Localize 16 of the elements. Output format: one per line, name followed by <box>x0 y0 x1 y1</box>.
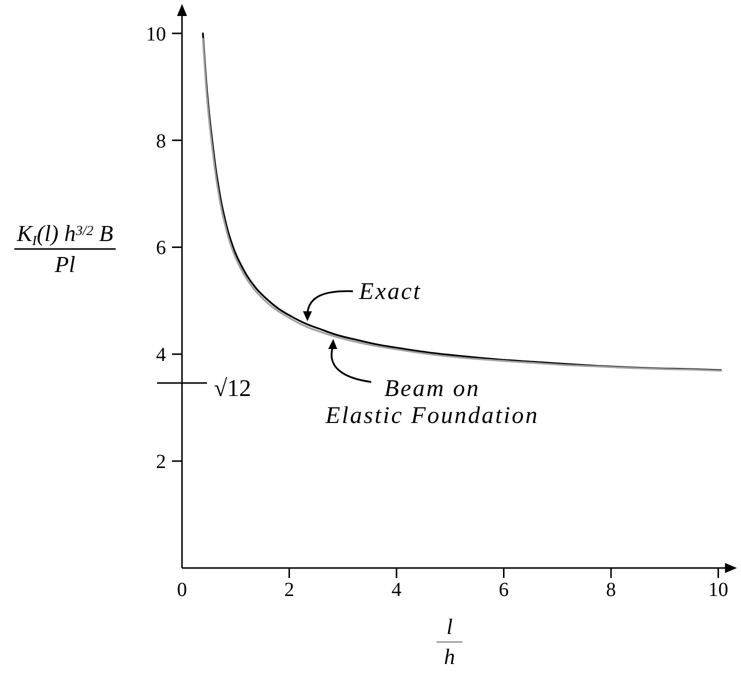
y-tick-label: 6 <box>156 237 166 260</box>
x-tick-label: 10 <box>708 579 728 601</box>
x-axis-title: l h <box>444 614 455 669</box>
x-tick-label: 0 <box>177 579 187 601</box>
legend-label: Exact <box>358 279 422 306</box>
x-tick-label: 8 <box>606 579 616 601</box>
y-tick-label: 10 <box>146 23 166 46</box>
x-tick-label: 6 <box>498 579 509 601</box>
y-tick-label: 4 <box>156 344 166 366</box>
y-tick-label: 8 <box>156 130 166 152</box>
ref-line-label: √12 <box>214 376 252 402</box>
series-label: Beam on Elastic Foundation <box>324 376 539 429</box>
x-tick-label: 4 <box>392 579 402 601</box>
y-axis-title: K$_{I}$(l) h$^{3/2}$ B Pl <box>16 221 114 277</box>
x-tick-label: 2 <box>284 579 294 601</box>
y-tick-label: 2 <box>156 451 166 474</box>
